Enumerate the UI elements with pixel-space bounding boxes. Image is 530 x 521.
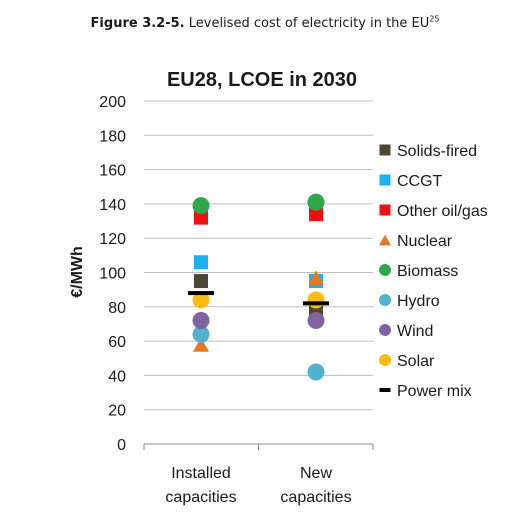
legend-marker-solids-fired	[379, 144, 391, 156]
x-tick-label: capacities	[165, 489, 236, 506]
y-tick-label: 0	[117, 437, 126, 454]
legend-label-hydro: Hydro	[397, 293, 440, 310]
legend-label-biomass: Biomass	[397, 263, 458, 280]
y-tick-label: 200	[99, 94, 126, 111]
y-tick-label: 180	[99, 128, 126, 145]
y-tick-label: 120	[99, 231, 126, 248]
point-power-mix	[188, 291, 214, 296]
legend-label-other-oil-gas: Other oil/gas	[397, 203, 488, 220]
legend-marker-power-mix	[379, 388, 391, 392]
legend-marker-other-oil-gas	[379, 204, 391, 216]
y-tick-label: 20	[108, 403, 126, 420]
y-axis-label: €/MWh	[69, 246, 86, 298]
legend-label-nuclear: Nuclear	[397, 233, 453, 250]
point-nuclear	[308, 270, 324, 285]
point-biomass	[307, 193, 325, 211]
point-power-mix	[303, 301, 329, 306]
legend-label-solids-fired: Solids-fired	[397, 143, 477, 160]
legend-marker-hydro	[379, 294, 391, 306]
point-other-oil-gas	[309, 207, 323, 222]
legend-marker-nuclear	[379, 234, 391, 246]
y-tick-label: 80	[108, 300, 126, 317]
chart-title: EU28, LCOE in 2030	[167, 69, 357, 91]
point-ccgt	[194, 255, 208, 270]
gridlines	[144, 100, 373, 411]
point-solids-fired	[194, 274, 208, 289]
point-wind	[307, 312, 325, 330]
y-tick-label: 60	[108, 334, 126, 351]
legend-label-solar: Solar	[397, 353, 435, 370]
legend-marker-ccgt	[379, 174, 391, 186]
legend-label-wind: Wind	[397, 323, 433, 340]
point-other-oil-gas	[194, 210, 208, 225]
point-wind	[192, 312, 210, 330]
figure-caption-text: Levelised cost of electricity in the EU	[184, 16, 430, 31]
data-points	[188, 193, 329, 381]
footnote-ref: 25	[429, 14, 440, 24]
legend-marker-solar	[379, 354, 391, 366]
y-tick-label: 140	[99, 197, 126, 214]
point-biomass	[192, 197, 210, 215]
x-tick-label: New	[300, 465, 332, 482]
legend-marker-biomass	[379, 264, 391, 276]
x-tick-label: capacities	[280, 489, 351, 506]
point-solar	[192, 291, 210, 309]
x-axis: Installed capacities New capacities	[143, 443, 374, 506]
legend-label-ccgt: CCGT	[397, 173, 443, 190]
y-tick-label: 160	[99, 163, 126, 180]
point-solar	[307, 291, 325, 309]
legend: Solids-fired CCGT Other oil/gas Nuclear Biom…	[379, 143, 488, 400]
figure-label: Figure 3.2-5.	[90, 16, 185, 31]
point-hydro	[307, 363, 325, 381]
point-nuclear	[193, 337, 209, 352]
x-tick-label: Installed	[171, 465, 231, 482]
y-axis: 0 20 40 60 80 100 120 140 160 180 200	[99, 94, 126, 454]
figure-caption: Figure 3.2-5. Levelised cost of electric…	[0, 14, 530, 31]
legend-marker-wind	[379, 324, 391, 336]
point-hydro	[192, 325, 210, 343]
y-tick-label: 100	[99, 266, 126, 283]
y-tick-label: 40	[108, 368, 126, 385]
legend-label-power-mix: Power mix	[397, 383, 472, 400]
